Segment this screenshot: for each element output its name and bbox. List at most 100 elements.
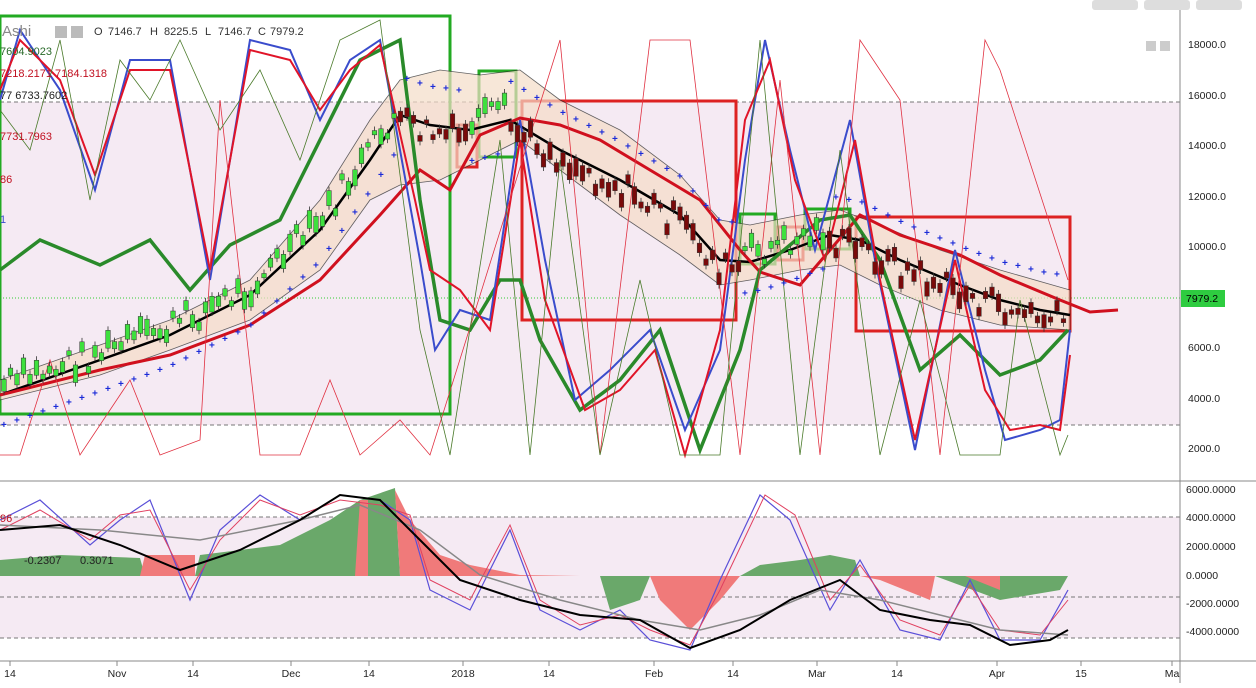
- indicator-label: 77 6733.7602: [0, 90, 67, 102]
- candle-body: [384, 132, 391, 140]
- candle-body: [826, 230, 833, 249]
- candle-body: [748, 232, 755, 248]
- candle-body: [904, 261, 911, 271]
- candle-body: [1028, 302, 1034, 314]
- candle-body: [27, 374, 33, 385]
- candle-body: [66, 350, 72, 356]
- sar-dot: +: [989, 254, 995, 265]
- candle-body: [534, 143, 540, 155]
- sar-dot: +: [625, 141, 631, 152]
- candle-body: [670, 200, 677, 211]
- candle-body: [943, 271, 950, 279]
- candle-body: [898, 275, 904, 289]
- sar-dot: +: [456, 85, 462, 96]
- date-tick-label: Dec: [282, 668, 301, 680]
- indicator-label: 86: [0, 174, 12, 186]
- sar-dot: +: [365, 189, 371, 200]
- osc-tick-label: 6000.0000: [1186, 484, 1236, 496]
- candle-body: [7, 367, 14, 376]
- candle-body: [527, 120, 534, 138]
- sar-dot: +: [183, 354, 189, 365]
- candle-body: [111, 341, 118, 350]
- candle-body: [144, 318, 150, 336]
- candle-body: [72, 364, 79, 383]
- candle-body: [982, 291, 989, 299]
- candle-body: [540, 153, 547, 168]
- scale-button[interactable]: [1160, 41, 1170, 51]
- current-price-box: [1181, 290, 1225, 307]
- candle-body: [820, 232, 826, 251]
- candle-body: [631, 186, 638, 205]
- candle-body: [430, 134, 436, 140]
- candle-body: [241, 291, 248, 310]
- candle-body: [683, 214, 690, 230]
- osc-label: -0.2307: [24, 555, 61, 567]
- sar-dot: +: [872, 204, 878, 215]
- sar-dot: +: [287, 284, 293, 295]
- sar-dot: +: [105, 384, 111, 395]
- candle-body: [391, 113, 397, 119]
- candle-body: [235, 278, 241, 294]
- settings-icon[interactable]: [55, 26, 67, 38]
- candle-body: [755, 244, 761, 257]
- candle-body: [378, 128, 384, 145]
- candle-body: [183, 300, 189, 311]
- candle-body: [566, 162, 573, 181]
- close-icon[interactable]: [71, 26, 83, 38]
- candle-body: [215, 295, 222, 307]
- candle-body: [326, 190, 332, 206]
- osc-label: 96: [0, 513, 12, 525]
- candle-body: [677, 206, 683, 221]
- candle-body: [852, 240, 859, 259]
- candle-body: [878, 260, 885, 275]
- candle-body: [92, 345, 98, 358]
- toolbar-button[interactable]: [1144, 0, 1190, 10]
- candle-body: [397, 110, 404, 123]
- candle-body: [514, 125, 521, 143]
- price-tick-label: 10000.0: [1188, 241, 1226, 253]
- scale-button[interactable]: [1146, 41, 1156, 51]
- candle-body: [911, 269, 917, 282]
- sar-dot: +: [599, 128, 605, 139]
- candle-body: [969, 293, 976, 299]
- candle-body: [40, 373, 46, 380]
- candle-body: [696, 242, 703, 253]
- candle-body: [248, 290, 254, 308]
- candle-body: [560, 152, 566, 167]
- sar-dot: +: [573, 115, 579, 126]
- sar-dot: +: [352, 208, 358, 219]
- candle-body: [521, 132, 527, 143]
- candle-body: [690, 223, 696, 241]
- candle-body: [924, 281, 930, 297]
- candle-body: [605, 182, 612, 198]
- candle-body: [319, 215, 326, 227]
- sar-dot: +: [859, 198, 865, 209]
- toolbar-button[interactable]: [1196, 0, 1242, 10]
- candle-body: [449, 113, 456, 129]
- close: 7979.2: [270, 26, 304, 38]
- candle-body: [410, 115, 417, 124]
- candle-body: [657, 203, 664, 209]
- candle-body: [599, 178, 605, 189]
- candle-body: [618, 193, 625, 208]
- candle-body: [417, 135, 423, 142]
- sar-dot: +: [79, 393, 85, 404]
- sar-dot: +: [326, 244, 332, 255]
- price-tick-label: 12000.0: [1188, 191, 1226, 203]
- candle-body: [735, 260, 742, 273]
- candle-body: [644, 205, 651, 213]
- candles: [1, 89, 1067, 396]
- candle-body: [469, 121, 475, 135]
- candle-body: [963, 285, 969, 303]
- sar-dot: +: [339, 226, 345, 237]
- candle-body: [846, 227, 852, 243]
- sar-dot: +: [313, 260, 319, 271]
- candle-body: [436, 128, 443, 135]
- candle-body: [592, 183, 599, 197]
- osc-line-blue: [0, 494, 1069, 651]
- sar-dot: +: [443, 84, 449, 95]
- toolbar-button[interactable]: [1092, 0, 1138, 10]
- candle-body: [865, 243, 872, 251]
- sar-dot: +: [274, 297, 280, 308]
- candle-body: [254, 280, 261, 295]
